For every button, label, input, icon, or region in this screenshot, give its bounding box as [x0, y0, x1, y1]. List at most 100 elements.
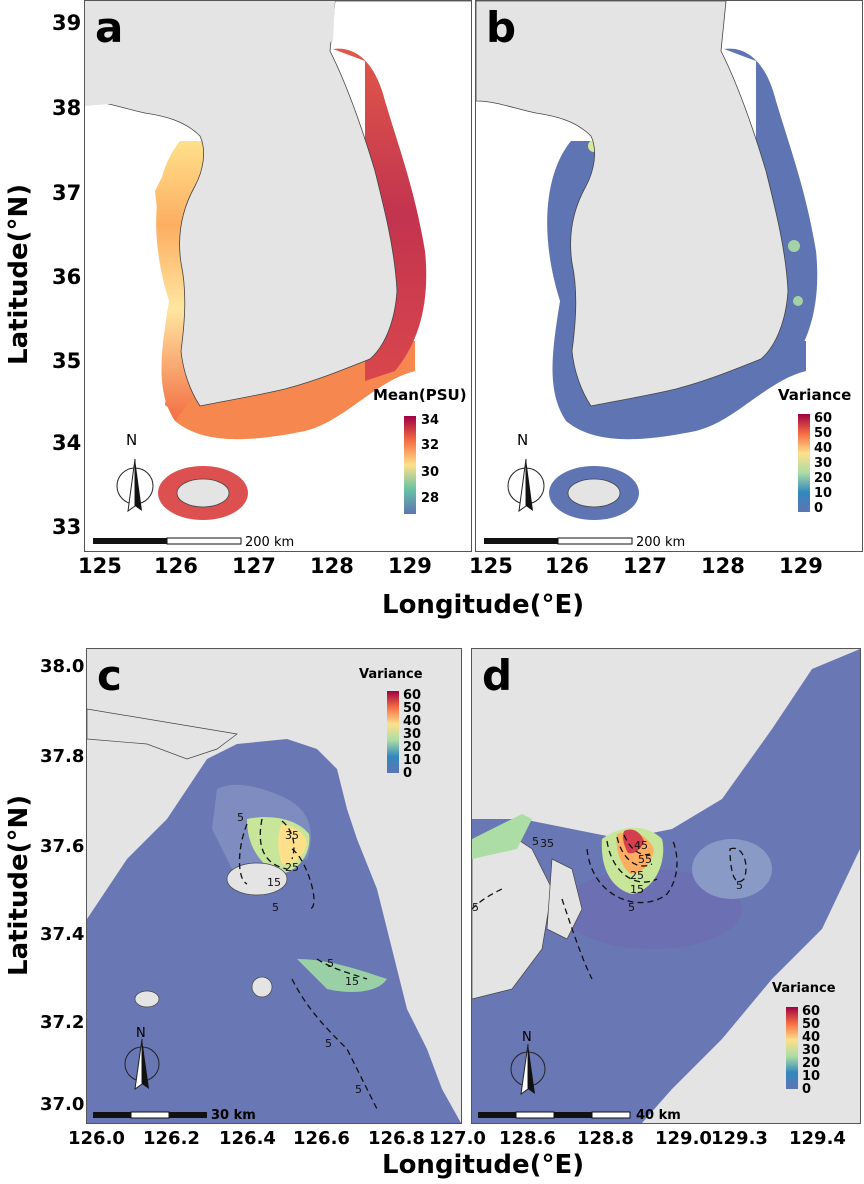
contour-label: 15 — [630, 883, 644, 896]
x-tick: 128 — [310, 554, 354, 578]
y-tick: 35 — [52, 349, 82, 373]
scale-bar-label: 40 km — [636, 1108, 681, 1123]
legend-colorbar — [387, 691, 399, 773]
x-axis-title: Longitude(°E) — [382, 1150, 585, 1180]
x-tick: 128.6 — [499, 1128, 556, 1149]
y-tick: 34 — [52, 431, 82, 455]
contour-label: 5 — [325, 1037, 332, 1050]
legend-tick: 20 — [403, 740, 422, 755]
north-arrow — [510, 1043, 546, 1096]
x-tick: 126.2 — [143, 1128, 200, 1149]
x-tick: 127 — [232, 554, 276, 578]
map-panel-b: b N 200 km Variance 60 50 40 30 20 10 0 — [475, 0, 863, 552]
y-tick: 39 — [52, 11, 82, 35]
panel-label: b — [486, 3, 517, 52]
x-tick: 127 — [623, 554, 667, 578]
scale-bar-label: 200 km — [245, 535, 295, 550]
legend-tick: 30 — [814, 456, 833, 471]
x-tick: 126.8 — [368, 1128, 425, 1149]
x-tick: 126.6 — [293, 1128, 350, 1149]
map-panel-c: 5 15 25 35 5 5 15 5 5 c N 30 km Variance… — [86, 648, 462, 1124]
legend-tick: 28 — [421, 491, 440, 506]
north-label: N — [522, 1030, 532, 1045]
legend-b: Variance 60 50 40 30 20 10 0 — [776, 386, 862, 526]
legend-title: Mean(PSU) — [373, 386, 467, 404]
legend-a: Mean(PSU) 34 32 30 28 — [371, 386, 471, 526]
legend-tick: 30 — [421, 465, 440, 480]
north-arrow — [507, 458, 545, 513]
map-panel-a: a N 200 km Mean(PSU) 34 32 30 28 — [84, 0, 472, 552]
korean-peninsula-land — [85, 1, 471, 407]
contour-labels: 5 15 25 35 5 5 15 5 5 — [237, 811, 362, 1096]
x-tick: 126 — [545, 554, 589, 578]
jeju-island — [567, 478, 621, 508]
x-tick: 128 — [701, 554, 745, 578]
scale-bar — [93, 1111, 207, 1119]
y-axis-title: Latitude(°N) — [4, 794, 34, 976]
panel-label: a — [95, 3, 124, 52]
north-arrow — [124, 1038, 160, 1091]
contour-label: 5 — [472, 901, 479, 914]
scale-bar — [93, 537, 242, 545]
legend-tick: 40 — [403, 714, 422, 729]
legend-title: Variance — [778, 386, 852, 404]
y-tick: 36 — [52, 265, 82, 289]
contour-label: 5 — [237, 811, 244, 824]
legend-tick: 30 — [403, 727, 422, 742]
contour-label: 5 — [532, 835, 539, 848]
contour-label: 35 — [285, 829, 299, 842]
scale-bar-label: 30 km — [211, 1108, 256, 1123]
contour-label: 15 — [345, 975, 359, 988]
y-axis-title: Latitude(°N) — [4, 183, 34, 365]
jeju-island — [176, 478, 230, 508]
x-tick: 128.8 — [577, 1128, 634, 1149]
x-tick: 126.4 — [219, 1128, 276, 1149]
legend-tick: 20 — [802, 1056, 821, 1071]
korean-peninsula-land — [476, 1, 789, 407]
north-arrow — [116, 458, 154, 513]
panel-label: c — [97, 651, 122, 700]
legend-tick: 10 — [802, 1069, 821, 1084]
legend-tick: 30 — [802, 1043, 821, 1058]
legend-tick: 10 — [814, 486, 833, 501]
x-tick: 127.0 — [429, 1128, 486, 1149]
x-axis-title: Longitude(°E) — [382, 590, 585, 620]
legend-tick: 0 — [802, 1082, 812, 1097]
legend-colorbar — [786, 1007, 798, 1089]
contour-label: 5 — [272, 901, 279, 914]
x-tick: 129.4 — [789, 1128, 846, 1149]
legend-c: Variance 60 50 40 30 20 10 0 — [357, 667, 447, 787]
contour-label: 5 — [355, 1083, 362, 1096]
legend-tick: 10 — [403, 753, 422, 768]
legend-tick: 20 — [814, 471, 833, 486]
x-tick: 125 — [78, 554, 122, 578]
contour-labels: 5 5 35 45 55 25 15 5 5 — [472, 835, 743, 914]
panel-label: d — [482, 651, 513, 700]
x-tick: 129 — [779, 554, 823, 578]
contour-label: 45 — [634, 839, 648, 852]
legend-tick: 60 — [403, 688, 422, 703]
y-tick: 38 — [52, 96, 82, 120]
x-tick: 125 — [469, 554, 513, 578]
map-panel-d: 5 5 35 45 55 25 15 5 5 d N 40 km Varianc… — [471, 648, 861, 1124]
scale-bar-label: 200 km — [636, 535, 686, 550]
legend-tick: 40 — [802, 1030, 821, 1045]
contour-label: 5 — [736, 879, 743, 892]
legend-tick: 50 — [403, 701, 422, 716]
y-tick: 37.6 — [40, 836, 85, 857]
x-tick: 129 — [388, 554, 432, 578]
legend-d: Variance 60 50 40 30 20 10 0 — [770, 981, 860, 1101]
x-tick: 126.0 — [68, 1128, 125, 1149]
scale-bar — [478, 1111, 631, 1119]
y-tick: 37.0 — [40, 1094, 85, 1115]
contour-label: 25 — [630, 869, 644, 882]
x-tick: 129.0 — [655, 1128, 712, 1149]
legend-colorbar — [798, 414, 810, 512]
scale-bar — [484, 537, 633, 545]
sea-area — [87, 739, 461, 1123]
north-label: N — [136, 1026, 146, 1041]
legend-tick: 40 — [814, 441, 833, 456]
legend-tick: 32 — [421, 438, 440, 453]
legend-title: Variance — [359, 667, 423, 682]
legend-tick: 50 — [814, 426, 833, 441]
